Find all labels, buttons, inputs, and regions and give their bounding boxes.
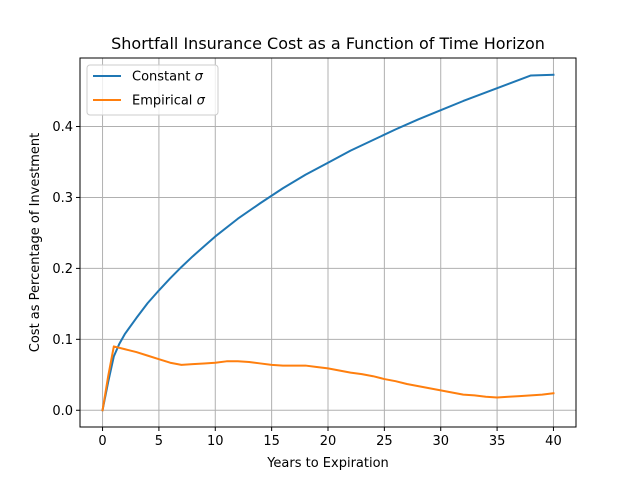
series-line-constant-sigma xyxy=(101,73,555,412)
series-lines xyxy=(101,73,555,412)
legend: Constant σ Empirical σ xyxy=(86,64,219,116)
legend-sigma-symbol: σ xyxy=(197,94,206,109)
x-tick-label: 20 xyxy=(320,434,337,449)
legend-box xyxy=(86,64,219,116)
legend-text-constant: Constant xyxy=(132,70,195,85)
y-tick-label: 0.3 xyxy=(52,191,73,206)
axis-ticks: 0 5 10 15 20 25 30 35 40 0.0 0.1 0.2 0.3 0.4 xyxy=(52,120,561,449)
legend-label-constant-sigma: Constant σ xyxy=(132,70,204,85)
series-line-empirical-sigma xyxy=(101,345,555,412)
y-tick-label: 0.1 xyxy=(52,333,73,348)
grid-lines xyxy=(80,58,576,427)
legend-sigma-symbol: σ xyxy=(195,70,204,85)
chart-title: Shortfall Insurance Cost as a Function o… xyxy=(111,34,545,53)
y-tick-label: 0.2 xyxy=(52,262,73,277)
legend-label-empirical-sigma: Empirical σ xyxy=(132,94,206,109)
y-axis-label: Cost as Percentage of Investment xyxy=(28,133,43,352)
x-tick-label: 40 xyxy=(545,434,562,449)
x-tick-label: 30 xyxy=(432,434,449,449)
x-tick-label: 25 xyxy=(376,434,393,449)
x-tick-label: 35 xyxy=(489,434,506,449)
y-tick-label: 0.4 xyxy=(52,120,73,135)
x-tick-label: 10 xyxy=(207,434,224,449)
x-tick-label: 0 xyxy=(98,434,106,449)
legend-text-empirical: Empirical xyxy=(132,94,197,109)
x-tick-label: 15 xyxy=(263,434,280,449)
y-tick-label: 0.0 xyxy=(52,404,73,419)
x-axis-label: Years to Expiration xyxy=(266,456,389,471)
x-tick-label: 5 xyxy=(155,434,163,449)
